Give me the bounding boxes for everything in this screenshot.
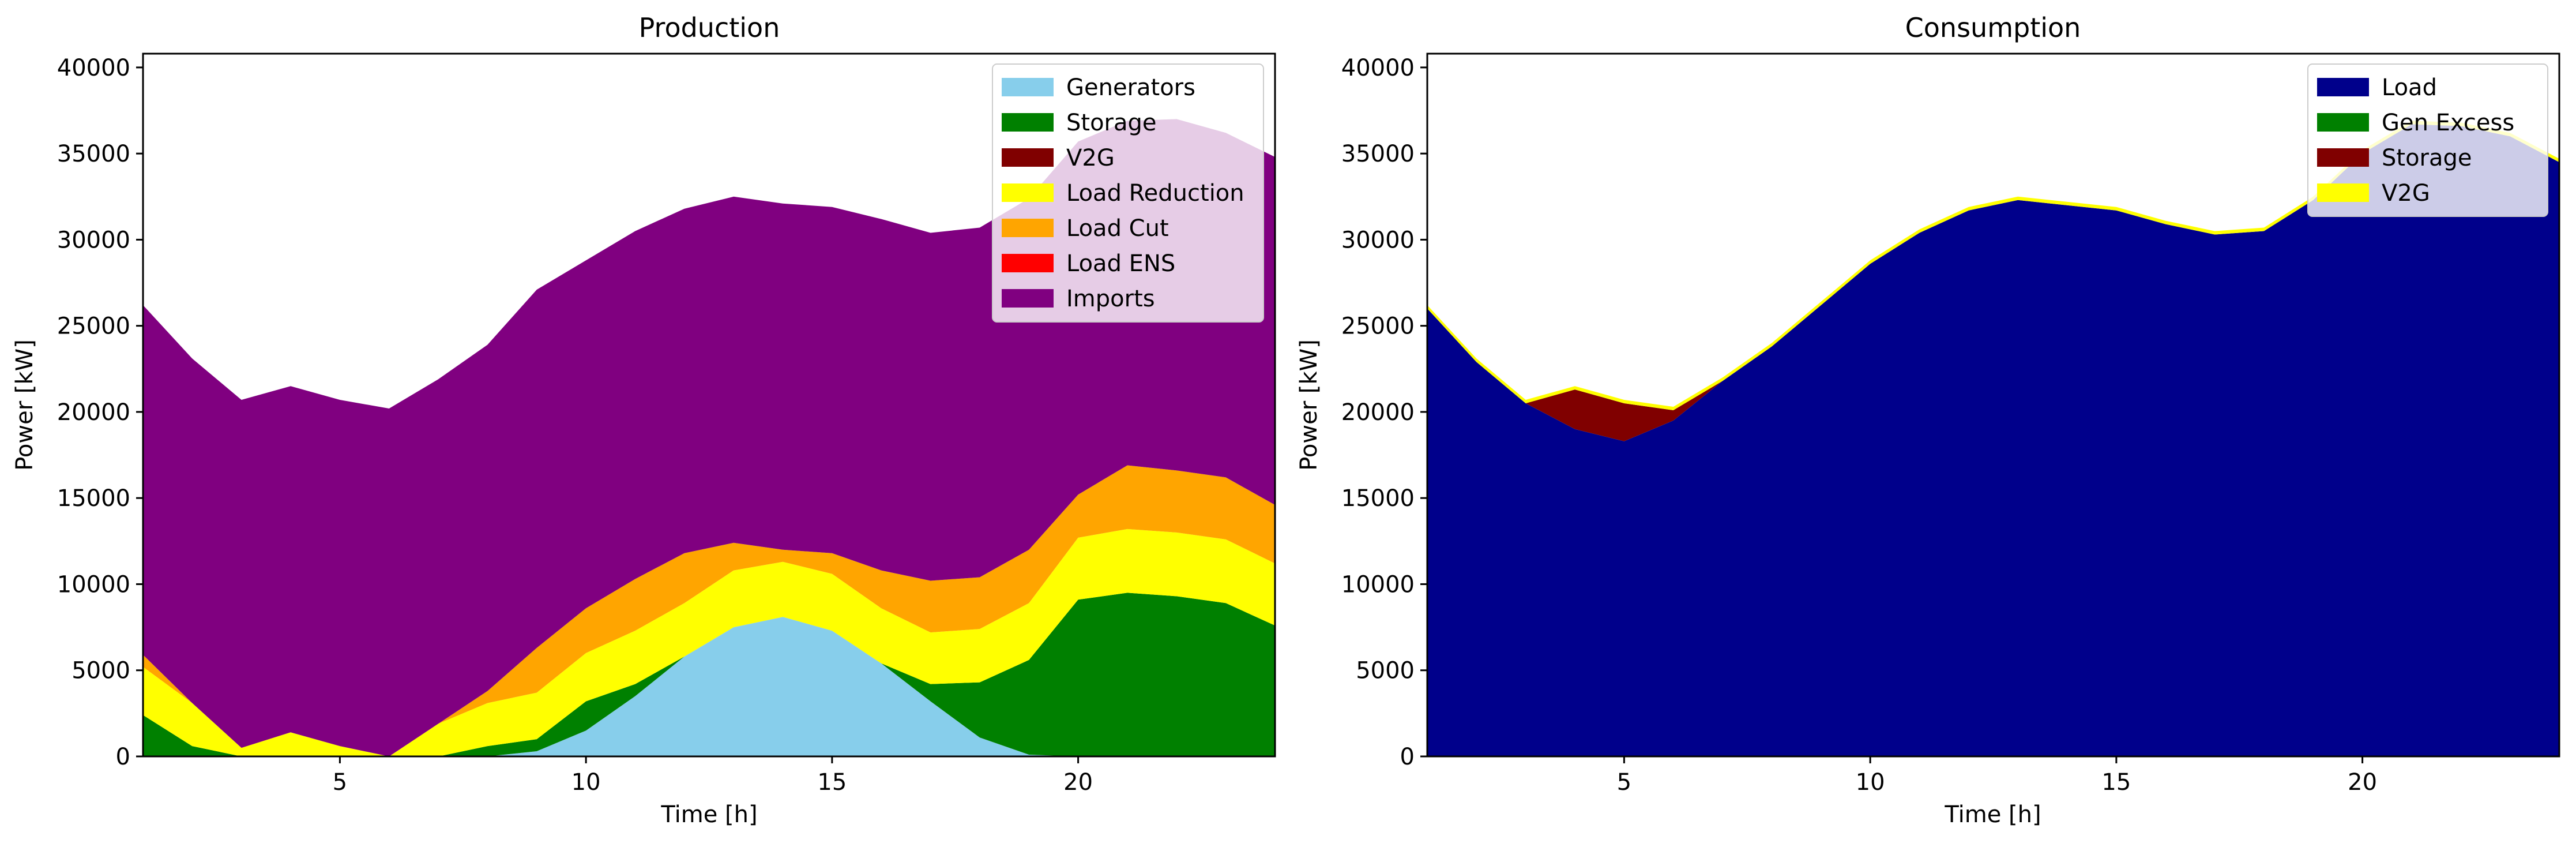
y-tick-label: 15000 bbox=[57, 485, 130, 512]
y-axis-label: Power [kW] bbox=[1296, 339, 1322, 471]
consumption-chart: Consumption 5 10 15 20 0 5000 10000 15000 20000… bbox=[1296, 12, 2560, 828]
y-tick-label: 10000 bbox=[57, 571, 130, 598]
area-load-reduction bbox=[143, 529, 1275, 756]
x-tick-label: 10 bbox=[571, 769, 601, 796]
y-tick-label: 30000 bbox=[57, 227, 130, 253]
area-load bbox=[1427, 124, 2559, 756]
x-tick-label: 10 bbox=[1856, 769, 1885, 796]
legend-swatch-load-cut bbox=[1002, 219, 1054, 237]
y-tick-label: 40000 bbox=[57, 55, 130, 81]
legend-swatch-load bbox=[2317, 78, 2369, 96]
legend-swatch-v2g bbox=[2317, 183, 2369, 202]
legend-label-generators: Generators bbox=[1066, 74, 1195, 101]
chart-title: Production bbox=[639, 12, 780, 43]
legend-swatch-storage bbox=[2317, 148, 2369, 167]
y-tick-label: 35000 bbox=[57, 141, 130, 167]
legend-swatch-v2g bbox=[1002, 148, 1054, 167]
y-tick-label: 0 bbox=[116, 744, 130, 770]
legend-label-storage: Storage bbox=[2382, 145, 2472, 171]
production-chart: Production 5 10 15 20 0 5000 10000 15000 20000 2… bbox=[12, 12, 1276, 828]
area-generators bbox=[143, 617, 1275, 756]
y-tick-label: 5000 bbox=[1356, 658, 1415, 684]
legend-swatch-load-reduction bbox=[1002, 183, 1054, 202]
legend-label-storage: Storage bbox=[1066, 110, 1157, 136]
legend-label-load-reduction: Load Reduction bbox=[1066, 180, 1244, 207]
legend-swatch-imports bbox=[1002, 289, 1054, 308]
area-storage bbox=[143, 593, 1275, 756]
legend-swatch-generators bbox=[1002, 78, 1054, 96]
plot-frame bbox=[142, 53, 1276, 758]
area-storage bbox=[1427, 124, 2559, 441]
legend-label-load: Load bbox=[2382, 74, 2437, 101]
x-tick-label: 15 bbox=[817, 769, 847, 796]
plot-frame bbox=[1426, 53, 2560, 758]
y-axis-label: Power [kW] bbox=[12, 339, 38, 471]
legend-box bbox=[2307, 63, 2548, 217]
x-tick-label: 20 bbox=[2348, 769, 2377, 796]
chart-title: Consumption bbox=[1905, 12, 2081, 43]
area-load-cut bbox=[143, 465, 1275, 756]
legend: Load Gen Excess Storage V2G bbox=[2307, 63, 2548, 217]
legend-label-v2g: V2G bbox=[1066, 145, 1115, 171]
y-tick-label: 35000 bbox=[1341, 141, 1415, 167]
y-tick-label: 20000 bbox=[1341, 399, 1415, 426]
x-tick-label: 5 bbox=[333, 769, 347, 796]
legend: Generators Storage V2G Load Reduction Load C… bbox=[992, 63, 1264, 323]
y-axis-ticks: 0 5000 10000 15000 20000 25000 30000 35000 40000 bbox=[57, 55, 143, 770]
y-tick-label: 25000 bbox=[57, 313, 130, 340]
legend-swatch-load-ens bbox=[1002, 254, 1054, 272]
x-axis-ticks: 5 10 15 20 bbox=[333, 756, 1093, 796]
legend-label-v2g: V2G bbox=[2382, 180, 2430, 207]
y-tick-label: 15000 bbox=[1341, 485, 1415, 512]
y-tick-label: 40000 bbox=[1341, 55, 1415, 81]
legend-label-imports: Imports bbox=[1066, 286, 1155, 312]
y-tick-label: 25000 bbox=[1341, 313, 1415, 340]
y-tick-label: 0 bbox=[1400, 744, 1415, 770]
y-axis-ticks: 0 5000 10000 15000 20000 25000 30000 35000 40000 bbox=[1341, 55, 1427, 770]
legend-label-gen-excess: Gen Excess bbox=[2382, 110, 2514, 136]
x-axis-label: Time [h] bbox=[660, 801, 757, 828]
legend-swatch-storage bbox=[1002, 113, 1054, 132]
y-tick-label: 30000 bbox=[1341, 227, 1415, 253]
area-series-group bbox=[1427, 121, 2559, 756]
y-tick-label: 10000 bbox=[1341, 571, 1415, 598]
x-axis-ticks: 5 10 15 20 bbox=[1617, 756, 2377, 796]
x-tick-label: 20 bbox=[1063, 769, 1093, 796]
x-tick-label: 5 bbox=[1617, 769, 1631, 796]
legend-label-load-ens: Load ENS bbox=[1066, 250, 1175, 277]
x-tick-label: 15 bbox=[2101, 769, 2131, 796]
x-axis-label: Time [h] bbox=[1944, 801, 2041, 828]
legend-label-load-cut: Load Cut bbox=[1066, 215, 1169, 242]
legend-box bbox=[992, 63, 1264, 323]
y-tick-label: 5000 bbox=[72, 658, 130, 684]
y-tick-label: 20000 bbox=[57, 399, 130, 426]
legend-swatch-gen-excess bbox=[2317, 113, 2369, 132]
